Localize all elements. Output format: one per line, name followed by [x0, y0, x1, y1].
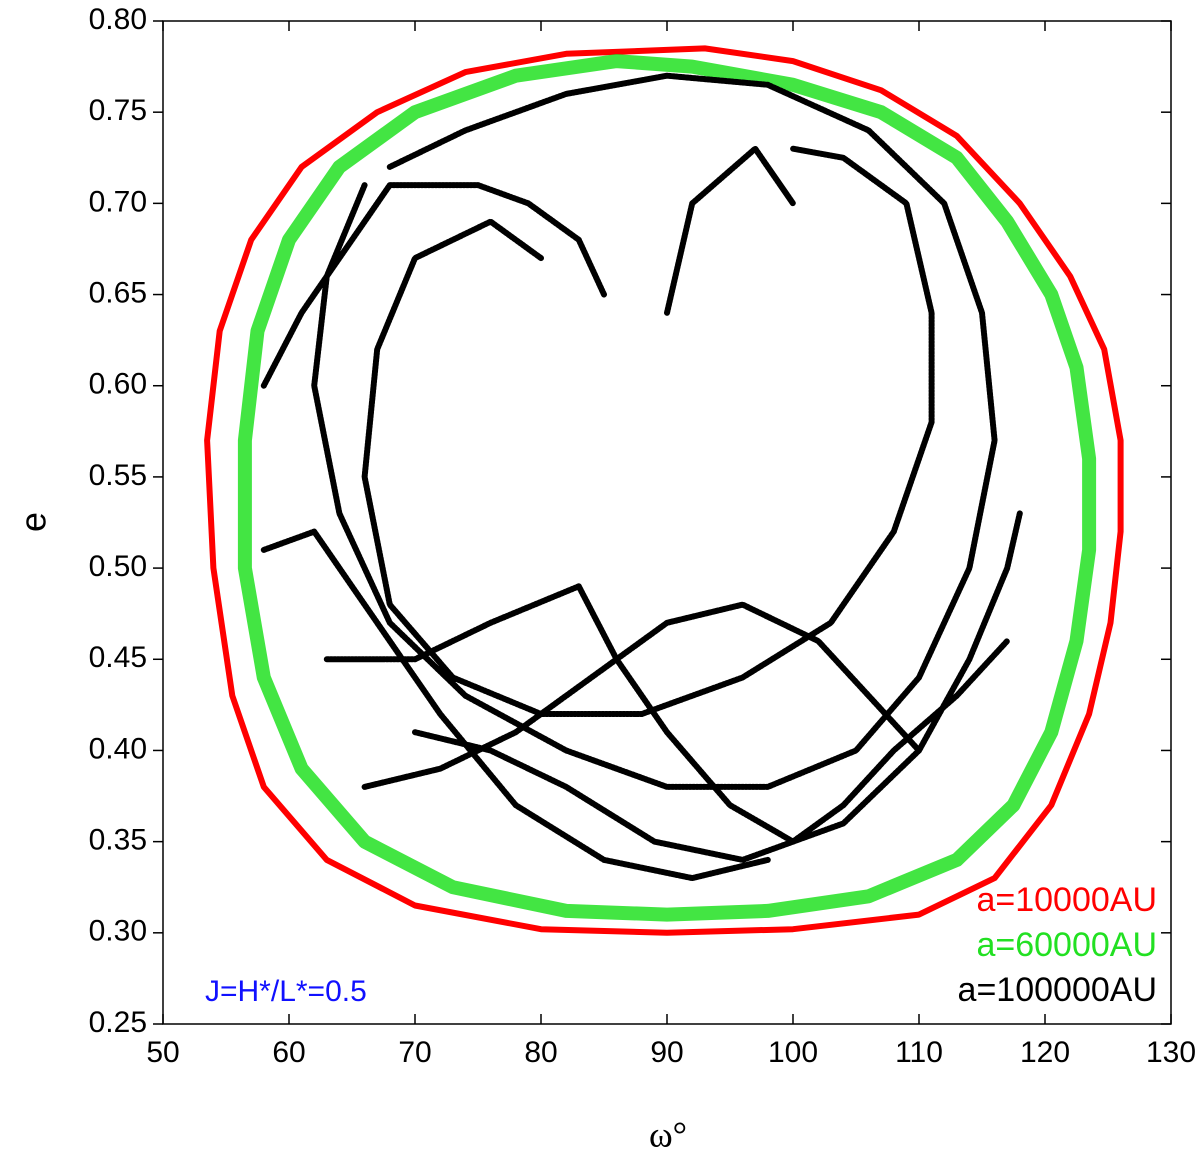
x-tick-label: 90	[650, 1036, 683, 1069]
x-tick-label: 110	[895, 1036, 943, 1069]
series-line	[204, 45, 1124, 936]
y-axis-label: e	[13, 512, 54, 532]
y-tick-label: 0.30	[89, 915, 147, 948]
y-tick-label: 0.65	[89, 276, 147, 309]
x-axis-label: ω°	[649, 1114, 687, 1154]
y-tick-label: 0.60	[89, 368, 147, 401]
x-tick-label: 50	[146, 1036, 179, 1069]
y-tick-label: 0.70	[89, 185, 147, 218]
legend-entry: a=60000AU	[976, 926, 1157, 964]
y-tick-label: 0.55	[89, 459, 147, 492]
y-tick-label: 0.25	[89, 1006, 147, 1039]
y-tick-label: 0.50	[89, 550, 147, 583]
legend-entry: a=10000AU	[976, 881, 1157, 919]
series-line	[260, 72, 1023, 882]
x-tick-label: 120	[1020, 1036, 1070, 1069]
y-tick-label: 0.35	[89, 824, 147, 857]
x-tick-label: 70	[398, 1036, 431, 1069]
series-line	[237, 54, 1097, 922]
x-tick-label: 60	[272, 1036, 305, 1069]
x-tick-label: 100	[768, 1036, 818, 1069]
y-tick-label: 0.75	[89, 94, 147, 127]
x-tick-label: 80	[524, 1036, 557, 1069]
y-tick-label: 0.80	[89, 3, 147, 36]
x-tick-label: 130	[1146, 1036, 1196, 1069]
y-tick-label: 0.45	[89, 641, 147, 674]
legend-entry: a=100000AU	[958, 971, 1157, 1009]
y-tick-label: 0.40	[89, 732, 147, 765]
annotation: J=H*/L*=0.5	[205, 975, 367, 1008]
